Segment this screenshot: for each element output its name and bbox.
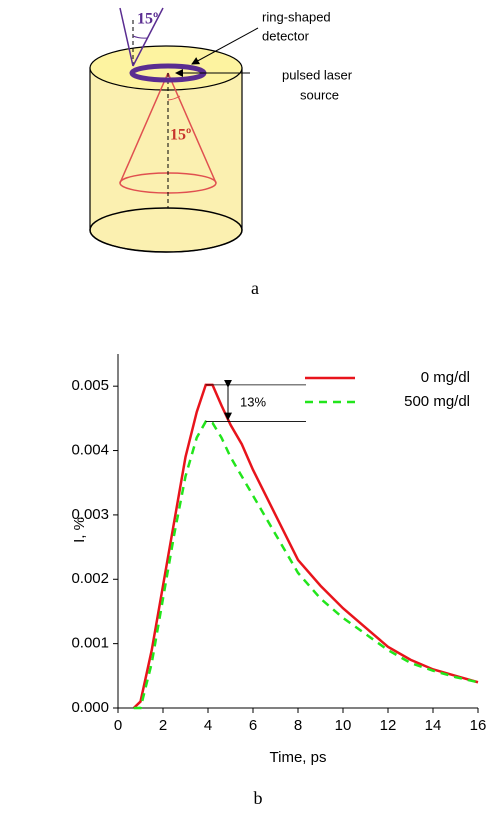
x-tick-label: 14: [425, 717, 442, 734]
y-tick-label: 0.001: [71, 635, 109, 652]
cone-edge: [167, 72, 217, 184]
arrow: [191, 27, 259, 65]
angle-arc: [132, 35, 148, 39]
detector-edge: [132, 7, 164, 67]
x-tick-label: 6: [249, 717, 257, 734]
angle-label: 15º: [170, 127, 191, 144]
x-axis-title: Time, ps: [270, 749, 327, 766]
angle-arc: [167, 95, 181, 101]
angle-label: 15º: [137, 11, 158, 28]
series-line: [133, 420, 479, 710]
y-tick-label: 0.004: [71, 442, 109, 459]
y-tick-label: 0.000: [71, 699, 109, 716]
caption: b: [254, 788, 263, 808]
detector-edge: [119, 7, 134, 67]
x-tick-label: 12: [380, 717, 397, 734]
chart: Time, ps I, % 0.000 0.001 0.002 0.003 0.004 0…: [71, 354, 486, 766]
cylinder-bottom: [89, 207, 243, 253]
x-tick-label: 8: [294, 717, 302, 734]
legend-label: 500 mg/dl: [404, 393, 470, 410]
detector-label: ring-shaped: [262, 9, 331, 24]
cone-edge: [119, 72, 169, 184]
x-tick-label: 10: [335, 717, 352, 734]
legend-label: 0 mg/dl: [421, 369, 470, 386]
y-tick-label: 0.002: [71, 570, 109, 587]
x-tick-label: 16: [470, 717, 487, 734]
x-tick-label: 4: [204, 717, 212, 734]
x-tick-label: 0: [114, 717, 122, 734]
cylinder-body: [89, 67, 243, 253]
y-tick-label: 0.003: [71, 506, 109, 523]
source-label: source: [300, 87, 339, 102]
x-tick-label: 2: [159, 717, 167, 734]
detector-label: detector: [262, 28, 310, 43]
source-label: pulsed laser: [282, 67, 353, 82]
y-tick-label: 0.005: [71, 377, 109, 394]
series-line: [132, 383, 479, 709]
diagram: 15º 15º ring-shaped detector pulsed lase…: [89, 7, 353, 253]
caption: a: [251, 278, 259, 298]
annotation: 13%: [240, 395, 266, 410]
y-axis-title: I, %: [71, 517, 88, 543]
